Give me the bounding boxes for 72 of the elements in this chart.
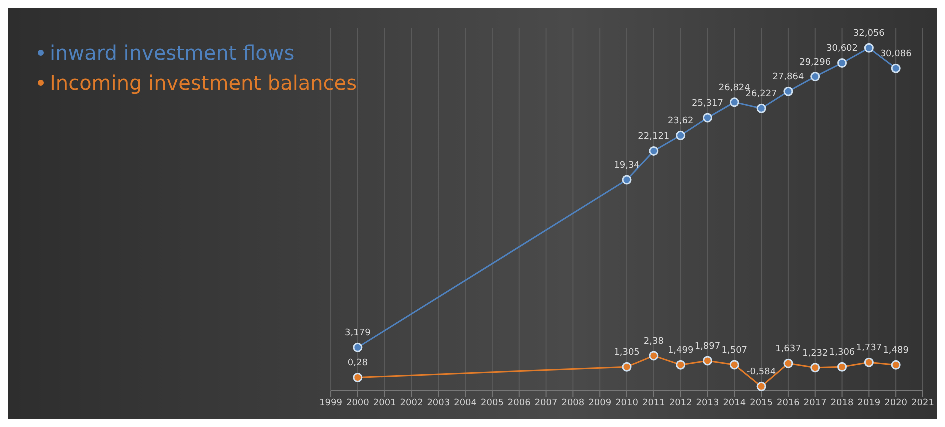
data-label: 25,317 <box>692 99 724 110</box>
point <box>810 363 820 373</box>
x-tick-label: 2016 <box>777 398 800 408</box>
x-tick-label: 1999 <box>320 398 343 408</box>
point <box>891 360 901 370</box>
data-label: 1,489 <box>883 346 910 356</box>
x-tick-label: 2003 <box>427 398 450 408</box>
x-tick-label: 2013 <box>696 398 720 408</box>
data-label: 29,296 <box>800 58 832 68</box>
data-label: 1,305 <box>614 348 640 358</box>
data-label: 1,232 <box>802 348 828 359</box>
x-tick-label: 2002 <box>400 398 424 408</box>
data-label: -0,584 <box>747 368 776 378</box>
data-label: 1,637 <box>776 344 802 355</box>
x-tick-label: 2014 <box>723 398 746 408</box>
x-tick-label: 2017 <box>804 398 827 408</box>
point <box>730 98 740 108</box>
point <box>891 64 901 74</box>
data-label: 1,507 <box>722 346 748 356</box>
point <box>784 86 794 96</box>
point <box>676 130 686 140</box>
point <box>622 175 632 185</box>
x-tick-label: 2010 <box>616 398 639 408</box>
point <box>838 362 848 372</box>
data-label: 30,086 <box>880 50 912 60</box>
legend-label: Incoming investment balances <box>49 70 358 97</box>
point <box>649 146 659 156</box>
point <box>702 356 712 366</box>
x-tick-label: 2018 <box>830 398 854 408</box>
point <box>864 43 874 53</box>
x-tick-label: 2004 <box>454 398 478 408</box>
x-tick-label: 2021 <box>912 398 934 408</box>
point <box>838 58 848 68</box>
point <box>353 372 363 382</box>
point <box>756 104 766 114</box>
point <box>676 360 686 370</box>
point <box>353 342 363 352</box>
data-label: 0,28 <box>348 358 368 369</box>
data-label: 2,38 <box>644 336 664 347</box>
x-tick-label: 2020 <box>884 398 908 408</box>
x-tick-label: 2011 <box>642 398 666 408</box>
data-label: 3,179 <box>345 328 372 339</box>
x-tick-label: 2000 <box>346 398 370 408</box>
x-tick-label: 2007 <box>534 398 558 408</box>
x-tick-label: 2015 <box>750 398 774 408</box>
point <box>622 362 632 372</box>
data-label: 19,34 <box>614 161 640 172</box>
data-label: 1,737 <box>856 344 882 354</box>
data-label: 26,227 <box>746 90 778 100</box>
x-tick-label: 2019 <box>858 398 881 408</box>
data-label: 1,897 <box>694 342 721 352</box>
data-label: 32,056 <box>853 29 886 40</box>
data-label: 30,602 <box>826 44 858 54</box>
x-tick-label: 2006 <box>508 398 532 408</box>
point <box>649 351 659 361</box>
x-tick-label: 2012 <box>669 398 692 408</box>
data-label: 23,62 <box>668 116 694 127</box>
x-tick-label: 2008 <box>562 398 585 408</box>
point <box>756 382 766 391</box>
data-label: 1,499 <box>668 346 694 356</box>
data-label: 1,306 <box>829 348 856 358</box>
x-tick-label: 2009 <box>588 398 612 408</box>
point <box>702 113 712 123</box>
data-label: 27,864 <box>772 72 804 83</box>
point <box>810 72 820 82</box>
x-tick-label: 2001 <box>373 398 396 408</box>
legend-label: inward investment flows <box>49 40 296 67</box>
x-tick-label: 2005 <box>481 398 504 408</box>
point <box>864 358 874 368</box>
data-label: 22,121 <box>638 132 670 142</box>
point <box>730 360 740 370</box>
point <box>784 358 794 368</box>
